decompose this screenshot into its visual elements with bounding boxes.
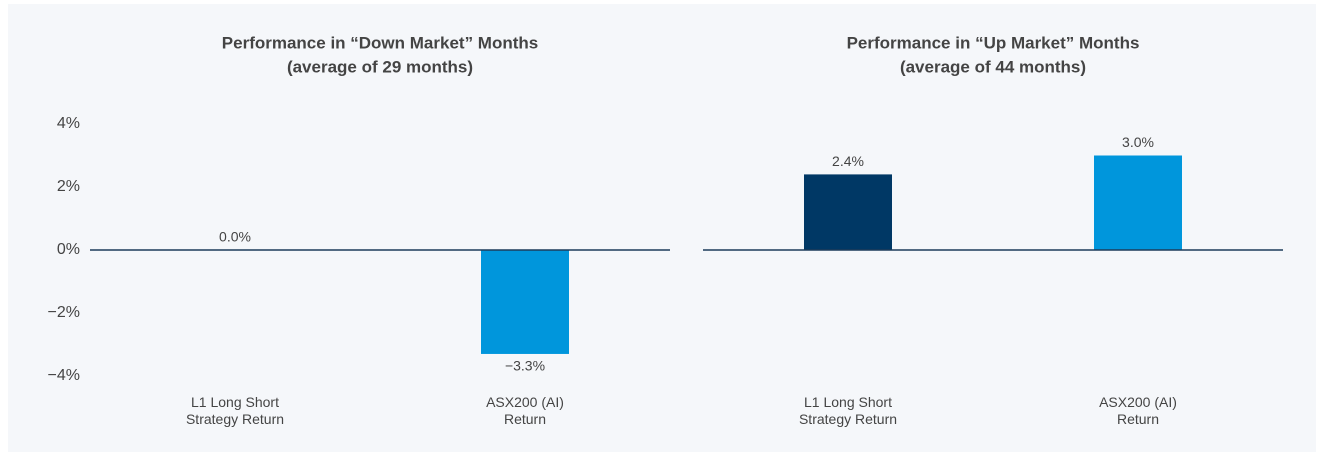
- bar: [1094, 155, 1182, 250]
- chart-subtitle: (average of 29 months): [287, 57, 473, 76]
- x-tick-label: ASX200 (AI) Return: [1099, 394, 1177, 427]
- bar: [804, 174, 892, 250]
- chart-subtitle: (average of 44 months): [900, 57, 1086, 76]
- bar: [481, 250, 569, 354]
- value-label: 0.0%: [219, 229, 251, 245]
- value-label: −3.3%: [505, 358, 545, 374]
- y-tick-label: 2%: [57, 178, 80, 195]
- chart-title: Performance in “Down Market” Months: [222, 33, 538, 52]
- y-tick-label: 4%: [57, 115, 80, 132]
- value-label: 2.4%: [832, 153, 864, 169]
- y-tick-label: −4%: [48, 367, 80, 384]
- chart-title: Performance in “Up Market” Months: [847, 33, 1140, 52]
- value-label: 3.0%: [1122, 134, 1154, 150]
- y-tick-label: 0%: [57, 241, 80, 258]
- x-tick-label: L1 Long Short Strategy Return: [185, 394, 285, 427]
- x-tick-label: ASX200 (AI) Return: [486, 394, 564, 427]
- y-tick-label: −2%: [48, 304, 80, 321]
- x-tick-label: L1 Long Short Strategy Return: [798, 394, 898, 427]
